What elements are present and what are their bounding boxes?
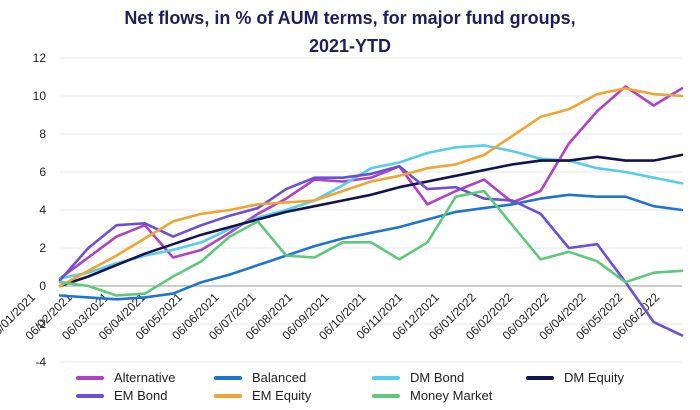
legend-swatch [214,375,242,380]
legend-item-dm-equity: DM Equity [526,370,624,385]
legend-label: DM Equity [564,370,624,385]
series-line-em-equity [58,87,684,288]
legend-swatch [372,393,400,398]
legend-item-em-equity: EM Equity [214,388,311,403]
y-tick-label: 10 [33,89,47,103]
legend-item-balanced: Balanced [214,370,306,385]
series-line-em-bond [58,165,684,337]
legend-label: Alternative [114,370,176,385]
legend-swatch [76,375,104,380]
y-tick-label: 4 [39,203,46,217]
legend-item-em-bond: EM Bond [76,388,167,403]
plot-area: -4-202468101206/01/202106/02/202106/03/2… [0,51,684,366]
chart-subtitle: 2021-YTD [308,36,392,56]
legend-swatch [526,375,554,380]
legend-label: DM Bond [410,370,465,385]
series-line-dm-bond [58,144,684,280]
legend-item-alternative: Alternative [76,370,175,385]
series-line-balanced [58,193,684,301]
legend: Alternative Balanced DM Bond DM Equity EM Bo… [0,366,700,410]
legend-item-dm-bond: DM Bond [372,370,464,385]
legend-swatch [214,393,242,398]
series-line-money-market [58,189,684,297]
y-tick-label: 0 [39,279,46,293]
legend-label: Balanced [252,370,307,385]
legend-swatch [76,393,104,398]
legend-label: EM Bond [114,388,168,403]
legend-item-money-market: Money Market [372,388,492,403]
y-tick-label: 12 [33,51,47,65]
series-line-dm-equity [58,153,684,288]
legend-label: Money Market [410,388,493,403]
y-tick-label: -2 [35,317,46,331]
legend-swatch [372,375,400,380]
y-tick-label: 2 [39,241,46,255]
y-tick-label: -4 [35,355,46,366]
chart-title: Net flows, in % of AUM terms, for major … [124,8,576,28]
y-tick-label: 8 [39,127,46,141]
y-tick-label: 6 [39,165,46,179]
legend-label: EM Equity [252,388,312,403]
